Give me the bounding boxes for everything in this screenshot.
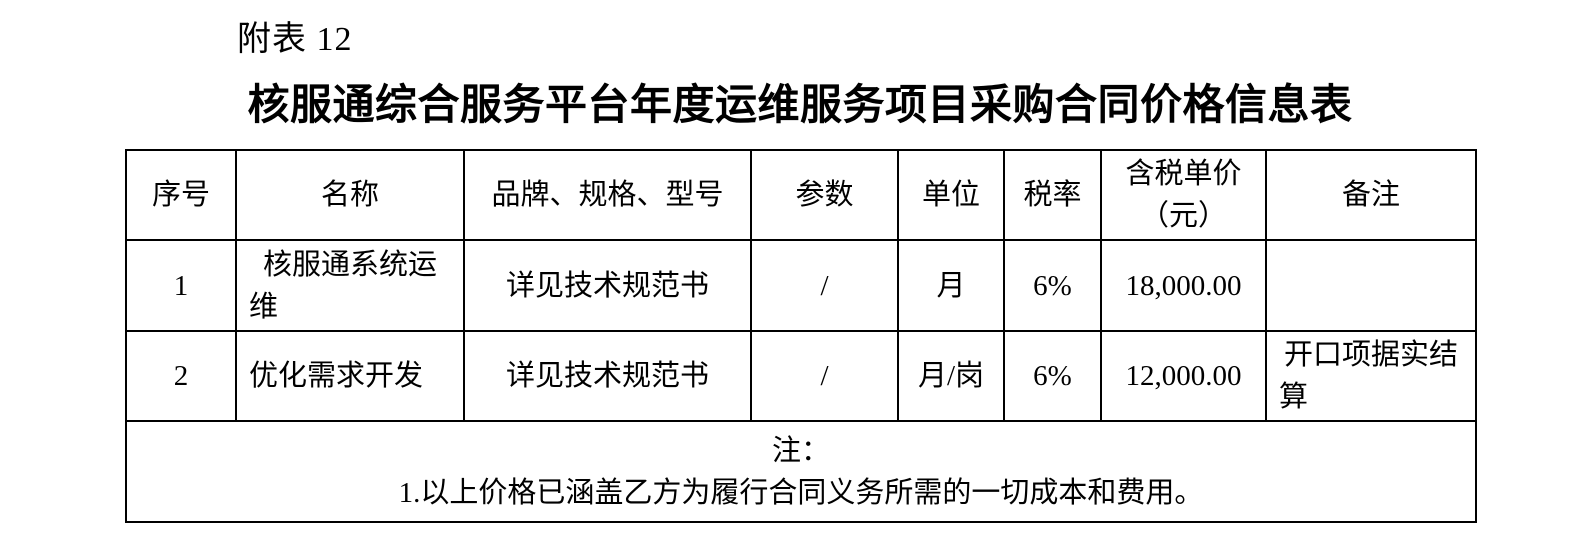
cell-brand: 详见技术规范书 — [463, 239, 752, 332]
cell-params: / — [750, 239, 899, 332]
cell-params: / — [750, 330, 899, 422]
cell-remark: 开口项据实结算 — [1265, 330, 1477, 422]
price-table: 序号 名称 品牌、规格、型号 参数 单位 税率 含税单价 （元） 备注 1 核服… — [125, 149, 1477, 523]
appendix-label: 附表 12 — [237, 21, 353, 58]
note-item: 1.以上价格已涵盖乙方为履行合同义务所需的一切成本和费用。 — [398, 476, 1204, 509]
col-header-name: 名称 — [235, 149, 465, 241]
note-label: 注： — [771, 434, 830, 467]
cell-remark — [1265, 239, 1477, 332]
col-header-tax: 税率 — [1003, 149, 1102, 241]
cell-name: 优化需求开发 — [235, 330, 465, 422]
col-header-params: 参数 — [750, 149, 899, 241]
col-header-unit: 单位 — [897, 149, 1005, 241]
cell-tax: 6% — [1003, 330, 1102, 422]
col-header-price: 含税单价 （元） — [1100, 149, 1267, 241]
table-row: 1 核服通系统运维 详见技术规范书 / 月 6% 18,000.00 — [125, 239, 1477, 332]
cell-name: 核服通系统运维 — [235, 239, 465, 332]
cell-tax: 6% — [1003, 239, 1102, 332]
note-cell: 注： 1.以上价格已涵盖乙方为履行合同义务所需的一切成本和费用。 — [125, 420, 1477, 523]
col-header-brand: 品牌、规格、型号 — [463, 149, 752, 241]
cell-index: 1 — [125, 239, 237, 332]
cell-brand: 详见技术规范书 — [463, 330, 752, 422]
col-header-remark: 备注 — [1265, 149, 1477, 241]
cell-price: 12,000.00 — [1100, 330, 1267, 422]
cell-unit: 月/岗 — [897, 330, 1005, 422]
table-note-row: 注： 1.以上价格已涵盖乙方为履行合同义务所需的一切成本和费用。 — [125, 420, 1477, 523]
document-title: 核服通综合服务平台年度运维服务项目采购合同价格信息表 — [247, 83, 1353, 129]
table-row: 2 优化需求开发 详见技术规范书 / 月/岗 6% 12,000.00 开口项据… — [125, 330, 1477, 422]
cell-unit: 月 — [897, 239, 1005, 332]
cell-price: 18,000.00 — [1100, 239, 1267, 332]
table-header-row: 序号 名称 品牌、规格、型号 参数 单位 税率 含税单价 （元） 备注 — [125, 149, 1477, 241]
col-header-index: 序号 — [125, 149, 237, 241]
cell-index: 2 — [125, 330, 237, 422]
